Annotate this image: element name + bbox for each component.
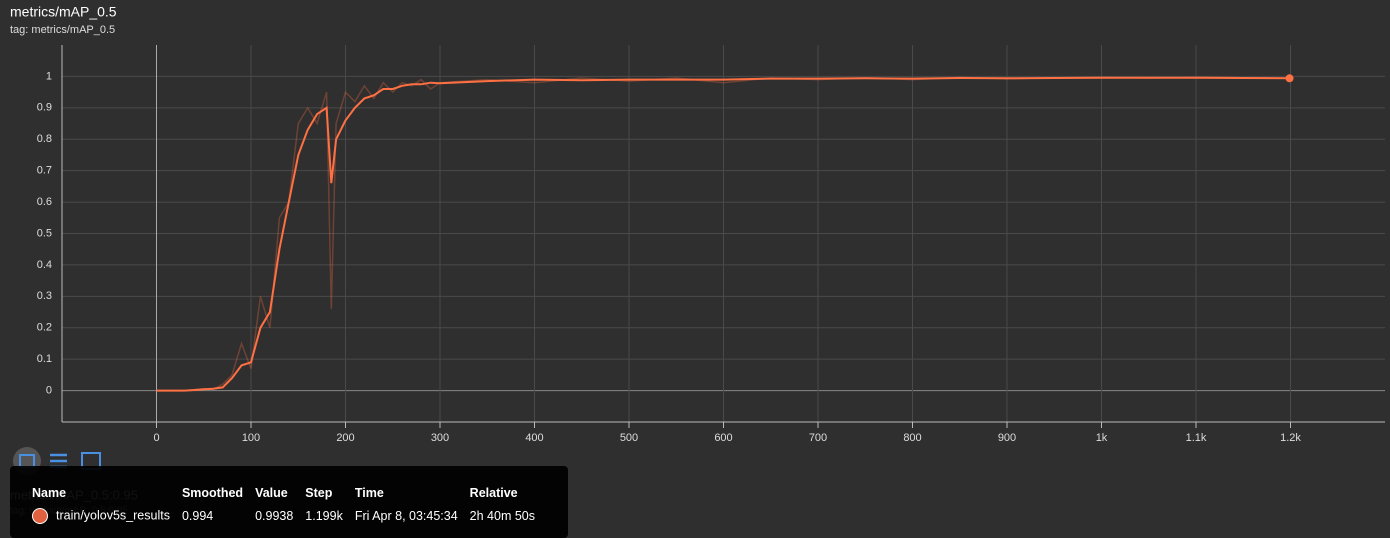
y-tick-label: 0.8 [37,133,52,145]
tooltip-header-cell: Step [305,486,333,500]
tooltip-header-cell: Time [354,486,384,500]
tooltip-body: train/yolov5s_results 0.994 0.9938 1.199k Fr… [26,504,541,528]
y-tick-label: 0.9 [37,102,52,114]
y-tick-label: 0.6 [37,196,52,208]
tooltip-header: Name Smoothed Value Step Time Relative [26,484,541,504]
tooltip-header-cell: Name [32,486,67,500]
tooltip-header-cell: Value [255,486,288,500]
x-tick-label: 400 [525,432,543,444]
y-tick-label: 1 [46,70,52,82]
y-tick-label: 0.5 [37,227,52,239]
chart-title: metrics/mAP_0.5 [10,4,117,20]
tooltip-cell: 0.994 [176,504,249,528]
tooltip-cell: Fri Apr 8, 03:45:34 [349,504,464,528]
tooltip-table: Name Smoothed Value Step Time Relative train/… [26,484,541,528]
y-tick-label: 0 [46,384,52,396]
x-tick-label: 1.1k [1186,432,1207,444]
tooltip-cell-text: train/yolov5s_results [56,508,170,523]
tooltip-cell-text: 1.199k [305,509,343,523]
y-tick-label: 0.2 [37,322,52,334]
x-tick-label: 1k [1096,432,1108,444]
tooltip-cell: train/yolov5s_results [26,504,176,528]
x-tick-label: 1.2k [1280,432,1301,444]
x-tick-label: 800 [903,432,921,444]
x-tick-label: 900 [998,432,1016,444]
tooltip-cell-text: 0.9938 [255,509,294,523]
x-tick-label: 700 [809,432,827,444]
chart-subtitle: tag: metrics/mAP_0.5 [10,24,115,36]
x-tick-label: 100 [242,432,260,444]
x-tick-label: 600 [714,432,732,444]
last-point [1285,74,1294,83]
x-tick-label: 0 [153,432,159,444]
tooltip-cell: 0.9938 [249,504,299,528]
tooltip-cell: 1.199k [299,504,349,528]
tooltip-cell-text: Fri Apr 8, 03:45:34 [354,509,458,523]
smoothed-line [156,76,1290,392]
x-tick-label: 300 [431,432,449,444]
x-tick-label: 500 [620,432,638,444]
tooltip: Name Smoothed Value Step Time Relative train/… [10,466,568,538]
tooltip-cell-text: 0.994 [181,509,214,523]
tooltip-row: train/yolov5s_results 0.994 0.9938 1.199k Fr… [26,504,541,528]
tooltip-header-cell: Relative [469,486,518,500]
y-tick-label: 0.1 [37,353,52,365]
x-tick-label: 200 [336,432,354,444]
series-swatch [32,508,48,524]
tooltip-cell: 2h 40m 50s [464,504,541,528]
y-tick-label: 0.3 [37,290,52,302]
tooltip-header-cell: Smoothed [181,486,244,500]
tooltip-cell-text: 2h 40m 50s [469,509,535,523]
y-tick-label: 0.7 [37,165,52,177]
plot-grid [62,45,1385,422]
y-tick-label: 0.4 [37,259,52,271]
